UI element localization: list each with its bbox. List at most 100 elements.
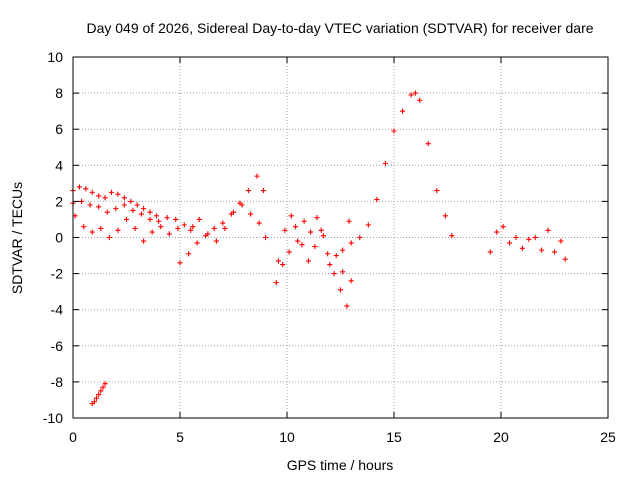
series [273, 224, 354, 309]
data-point [87, 202, 93, 208]
y-tick-label: 2 [55, 193, 63, 209]
data-point [123, 216, 130, 223]
series [177, 173, 267, 266]
data-point [337, 287, 344, 293]
data-point [166, 231, 172, 237]
data-point [81, 224, 87, 230]
data-point [76, 184, 83, 190]
data-point [442, 213, 448, 219]
data-point [239, 202, 245, 208]
data-point [434, 187, 440, 194]
data-point [220, 220, 226, 226]
data-point [340, 247, 346, 253]
data-point [96, 204, 102, 210]
data-point [93, 395, 100, 401]
data-point [344, 303, 350, 309]
data-point [98, 388, 104, 394]
data-point [134, 202, 140, 208]
data-point [325, 251, 331, 257]
data-point [500, 224, 506, 230]
data-point [286, 249, 292, 255]
data-point [254, 173, 260, 179]
data-point [391, 128, 397, 134]
data-point [185, 251, 192, 257]
data-point [526, 236, 532, 242]
data-point [275, 258, 282, 264]
data-point [299, 242, 305, 248]
data-point [494, 229, 500, 235]
data-point [213, 238, 219, 244]
data-point [89, 229, 95, 235]
data-point [513, 234, 519, 241]
data-point [288, 213, 294, 219]
data-point [181, 222, 187, 228]
data-point [292, 224, 299, 230]
data-point [141, 206, 147, 212]
y-ticks: -10 -8 -6 -4 -2 0 2 4 6 8 10 [43, 49, 608, 426]
data-point [141, 238, 147, 244]
data-point [108, 189, 115, 195]
y-tick-label: 10 [47, 49, 63, 65]
y-tick-label: -6 [51, 338, 64, 354]
data-point [331, 271, 337, 277]
series [275, 213, 352, 275]
data-point [346, 218, 352, 224]
y-tick-label: 4 [55, 157, 63, 173]
data-point [374, 196, 380, 203]
data-point [177, 260, 183, 266]
data-point [248, 211, 254, 217]
data-point [205, 231, 211, 237]
data-point [307, 229, 314, 235]
data-point [102, 195, 108, 201]
data-point [132, 225, 138, 232]
data-point [158, 224, 164, 230]
data-point [130, 207, 136, 214]
data-point [175, 225, 181, 232]
data-point [147, 209, 153, 215]
data-point [188, 227, 194, 233]
data-point [382, 160, 389, 167]
data-point [280, 261, 286, 268]
data-point [305, 258, 311, 264]
data-point [222, 225, 228, 232]
data-point [128, 198, 134, 204]
data-point [147, 216, 153, 223]
data-point [121, 202, 127, 208]
data-point [519, 245, 525, 251]
data-point [273, 280, 279, 286]
data-point [348, 240, 354, 246]
series [89, 381, 108, 407]
x-ticks: 0 5 10 15 20 25 [69, 57, 616, 445]
data-point [96, 391, 102, 398]
data-points [70, 90, 568, 407]
data-point [89, 189, 95, 195]
data-point [106, 234, 112, 241]
data-point [412, 90, 418, 96]
y-tick-label: 6 [55, 121, 63, 137]
y-tick-label: -4 [51, 302, 64, 318]
data-point [256, 220, 262, 226]
series [340, 90, 455, 253]
data-point [506, 240, 513, 246]
data-point [333, 252, 339, 259]
data-point [173, 216, 179, 223]
data-point [194, 240, 200, 246]
data-point [83, 186, 89, 192]
data-point [78, 198, 85, 204]
data-point [149, 229, 155, 235]
x-tick-label: 20 [493, 429, 509, 445]
data-point [301, 218, 307, 224]
chart-title: Day 049 of 2026, Sidereal Day-to-day VTE… [86, 20, 593, 36]
data-point [487, 249, 493, 255]
data-point [449, 233, 455, 239]
data-point [115, 227, 121, 233]
series [70, 184, 160, 219]
series [487, 224, 568, 262]
data-point [295, 238, 301, 244]
data-point [96, 193, 102, 199]
x-tick-label: 10 [279, 429, 295, 445]
y-tick-label: -10 [43, 410, 63, 426]
data-point [98, 225, 104, 232]
data-point [562, 256, 568, 262]
